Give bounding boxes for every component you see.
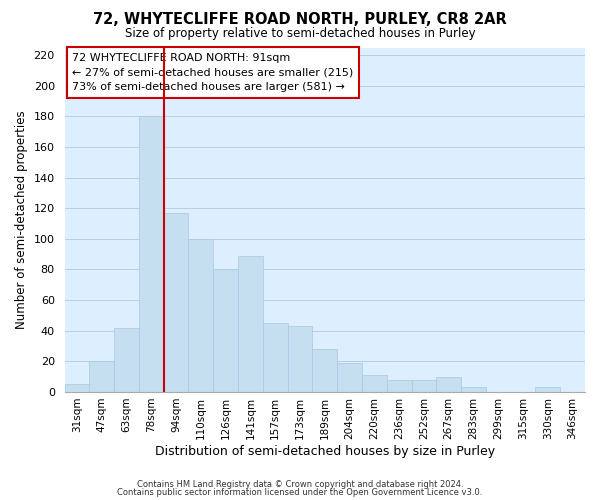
Bar [139,116,164,392]
Bar [65,384,89,392]
Bar [535,388,560,392]
Bar [188,239,213,392]
Text: Contains HM Land Registry data © Crown copyright and database right 2024.: Contains HM Land Registry data © Crown c… [137,480,463,489]
Bar [362,375,387,392]
Bar [213,270,238,392]
X-axis label: Distribution of semi-detached houses by size in Purley: Distribution of semi-detached houses by … [155,444,495,458]
Bar [313,349,337,392]
Bar [164,213,188,392]
Text: Size of property relative to semi-detached houses in Purley: Size of property relative to semi-detach… [125,28,475,40]
Bar [436,376,461,392]
Bar [387,380,412,392]
Bar [263,323,287,392]
Bar [337,363,362,392]
Y-axis label: Number of semi-detached properties: Number of semi-detached properties [15,110,28,329]
Text: 72, WHYTECLIFFE ROAD NORTH, PURLEY, CR8 2AR: 72, WHYTECLIFFE ROAD NORTH, PURLEY, CR8 … [93,12,507,28]
Bar [287,326,313,392]
Bar [114,328,139,392]
Text: 72 WHYTECLIFFE ROAD NORTH: 91sqm
← 27% of semi-detached houses are smaller (215): 72 WHYTECLIFFE ROAD NORTH: 91sqm ← 27% o… [73,52,353,92]
Bar [89,362,114,392]
Bar [461,388,486,392]
Bar [238,256,263,392]
Bar [412,380,436,392]
Text: Contains public sector information licensed under the Open Government Licence v3: Contains public sector information licen… [118,488,482,497]
